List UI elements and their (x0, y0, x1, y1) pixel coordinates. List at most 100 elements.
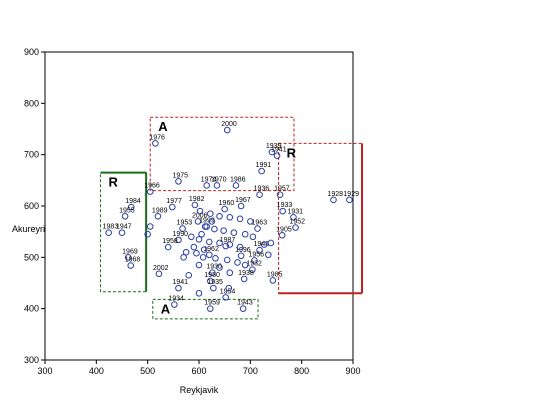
y-tick-label: 700 (24, 150, 39, 160)
point-label: 1967 (235, 197, 251, 204)
data-point (260, 241, 268, 248)
point-label: 1943 (237, 300, 253, 307)
point-label: 1941 (172, 279, 188, 286)
data-point (265, 251, 272, 259)
data-point (105, 229, 112, 236)
point-label: 1962 (203, 246, 219, 253)
region-label: A (161, 301, 171, 316)
data-point (236, 243, 244, 251)
data-point (251, 257, 258, 264)
point-label: 1938 (238, 270, 254, 277)
point-label: 1991 (256, 162, 272, 169)
data-point (216, 264, 223, 271)
data-point (164, 243, 172, 251)
point-label: 1956 (248, 251, 264, 258)
data-point (220, 227, 227, 234)
point-label: 1929 (343, 191, 359, 198)
data-point (254, 225, 261, 232)
data-point (175, 236, 182, 244)
data-point (194, 218, 202, 225)
data-point (198, 230, 205, 238)
data-point (232, 182, 240, 189)
data-point (206, 210, 214, 217)
data-point (258, 167, 265, 175)
data-point (223, 126, 231, 134)
region-label: A (158, 119, 168, 134)
point-label: 1986 (230, 176, 246, 183)
point-label: 1955 (119, 207, 135, 214)
data-point (205, 238, 213, 246)
data-point (146, 223, 154, 230)
data-point (278, 231, 286, 239)
data-point (256, 246, 263, 254)
data-point (230, 229, 238, 236)
data-point (144, 230, 151, 238)
point-label: 1990 (172, 231, 188, 238)
point-label: 1928 (327, 191, 343, 198)
data-point (241, 261, 249, 269)
x-tick-label: 300 (37, 366, 52, 376)
data-point (190, 243, 198, 251)
data-point (206, 277, 214, 285)
data-point (213, 182, 221, 189)
data-point (118, 229, 126, 236)
point-label: 2002 (153, 265, 169, 272)
point-label: 1931 (287, 208, 303, 215)
y-tick-label: 800 (24, 98, 39, 108)
point-label: 1970 (211, 176, 227, 183)
plot-frame (44, 51, 354, 361)
data-point (226, 269, 234, 277)
point-label: 1952 (290, 219, 306, 226)
data-point (193, 249, 200, 257)
point-label: 2006 (192, 212, 208, 219)
data-point (180, 254, 187, 261)
data-point (169, 203, 176, 211)
data-point (195, 261, 203, 269)
data-point (290, 213, 297, 221)
data-point (121, 212, 129, 220)
data-point (203, 182, 210, 189)
data-point (199, 254, 207, 261)
point-label: 1960 (219, 200, 235, 207)
point-label: 1941 (271, 147, 287, 154)
data-point (212, 255, 219, 262)
point-label: 1996 (235, 247, 251, 254)
data-point (222, 294, 229, 301)
data-point (195, 236, 203, 243)
data-point (209, 269, 216, 277)
data-point (155, 270, 163, 278)
data-point (249, 266, 256, 273)
point-label: 1958 (162, 238, 178, 245)
region-label: R (287, 145, 297, 160)
data-point (211, 225, 218, 233)
data-point (267, 239, 275, 247)
region-box (149, 116, 295, 192)
point-label: 1974 (201, 176, 217, 183)
data-point (273, 152, 281, 159)
point-label: 1975 (172, 172, 188, 179)
point-label: 1947 (116, 224, 132, 231)
point-label: 1966 (144, 183, 160, 190)
point-label: 1930 (206, 264, 222, 271)
y-axis-label: Akureyri (12, 224, 45, 234)
data-point (175, 284, 182, 292)
region-box (152, 298, 259, 320)
point-label: 1968 (125, 257, 141, 264)
x-tick-label: 800 (294, 366, 309, 376)
data-point (237, 252, 245, 260)
data-point (196, 207, 204, 215)
point-label: 1984 (125, 198, 141, 205)
data-point (216, 239, 223, 247)
data-point (226, 241, 234, 248)
point-label: 1953 (177, 220, 193, 227)
data-point (268, 148, 276, 156)
data-point (256, 191, 263, 199)
point-label: 1950 (204, 272, 220, 279)
data-point (195, 289, 203, 297)
data-point (179, 225, 186, 232)
data-point (279, 207, 286, 215)
x-tick-label: 700 (243, 366, 258, 376)
data-point (223, 256, 231, 264)
